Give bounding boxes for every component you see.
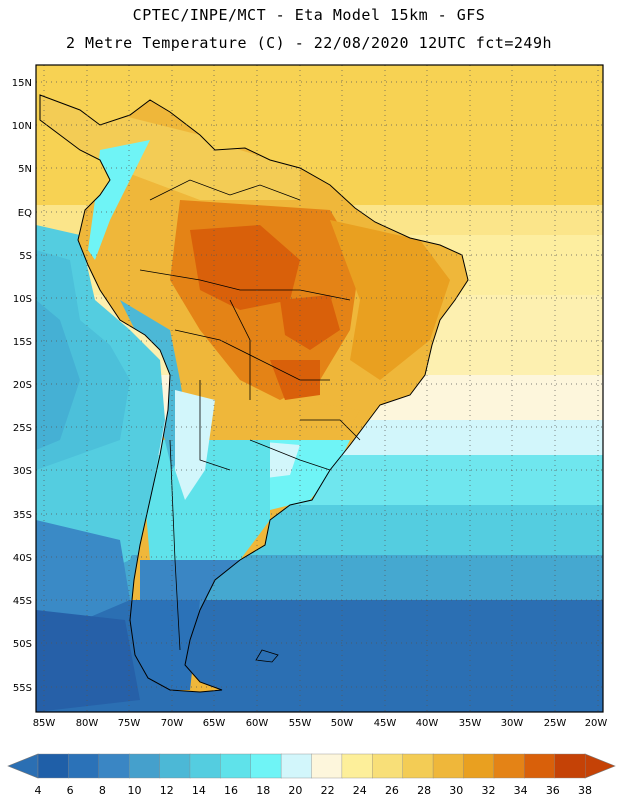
- colorbar-swatch: [68, 753, 100, 779]
- colorbar-label: 32: [481, 784, 495, 797]
- colorbar-label: 6: [67, 784, 74, 797]
- lat-label: 40S: [13, 553, 32, 564]
- lon-label: 30W: [501, 718, 524, 729]
- colorbar-swatch: [311, 753, 343, 779]
- colorbar-label: 34: [514, 784, 528, 797]
- colorbar-swatch: [159, 753, 191, 779]
- colorbar-label: 36: [546, 784, 560, 797]
- colorbar-swatch: [98, 753, 130, 779]
- colorbar-swatch: [250, 753, 282, 779]
- colorbar-swatch: [463, 753, 495, 779]
- lat-label: 15N: [12, 78, 32, 89]
- lat-label: 5S: [19, 251, 32, 262]
- lon-label: 55W: [289, 718, 312, 729]
- lon-label: 20W: [585, 718, 608, 729]
- colorbar-swatch: [189, 753, 222, 779]
- colorbar-swatch: [280, 753, 313, 779]
- lon-label: 50W: [331, 718, 354, 729]
- colorbar-swatch: [372, 753, 404, 779]
- chart-title-line1: CPTEC/INPE/MCT - Eta Model 15km - GFS: [132, 6, 486, 24]
- lon-label: 60W: [246, 718, 269, 729]
- lat-label: 10S: [13, 294, 32, 305]
- lat-label: 30S: [13, 466, 32, 477]
- lat-label: 50S: [13, 639, 32, 650]
- lon-label: 45W: [374, 718, 397, 729]
- colorbar-high-arrow: [584, 753, 616, 779]
- lat-label: 15S: [13, 337, 32, 348]
- latitude-axis: 15N 10N 5N EQ 5S 10S 15S 20S 25S 30S 35S…: [12, 78, 32, 694]
- lon-label: 75W: [118, 718, 141, 729]
- colorbar: 4 6 8 10 12 14 16 18 20 22 24 26 28 30 32 34 36 38: [7, 753, 616, 797]
- lat-label: 25S: [13, 423, 32, 434]
- lon-label: 80W: [76, 718, 99, 729]
- lon-label: 70W: [161, 718, 184, 729]
- lat-label: EQ: [18, 208, 32, 219]
- colorbar-label: 18: [256, 784, 270, 797]
- lon-label: 25W: [544, 718, 567, 729]
- colorbar-label: 4: [35, 784, 42, 797]
- lon-label: 85W: [33, 718, 56, 729]
- lat-label: 45S: [13, 596, 32, 607]
- colorbar-swatch: [554, 753, 586, 779]
- colorbar-label: 30: [449, 784, 463, 797]
- colorbar-label: 26: [385, 784, 399, 797]
- colorbar-label: 10: [128, 784, 142, 797]
- colorbar-label: 12: [160, 784, 174, 797]
- longitude-axis: 85W 80W 75W 70W 65W 60W 55W 50W 45W 40W …: [33, 718, 608, 729]
- colorbar-label: 38: [578, 784, 592, 797]
- lon-label: 35W: [459, 718, 482, 729]
- colorbar-label: 14: [192, 784, 206, 797]
- colorbar-label: 8: [99, 784, 106, 797]
- colorbar-label: 22: [321, 784, 335, 797]
- lat-label: 55S: [13, 683, 32, 694]
- colorbar-swatch: [220, 753, 252, 779]
- lon-label: 65W: [203, 718, 226, 729]
- lat-label: 10N: [12, 121, 32, 132]
- lon-label: 40W: [416, 718, 439, 729]
- colorbar-label: 20: [288, 784, 302, 797]
- lat-label: 5N: [18, 164, 32, 175]
- colorbar-swatch: [524, 753, 556, 779]
- colorbar-swatch: [493, 753, 525, 779]
- colorbar-label: 16: [224, 784, 238, 797]
- colorbar-label: 24: [353, 784, 367, 797]
- colorbar-label: 28: [417, 784, 431, 797]
- colorbar-swatch: [128, 753, 161, 779]
- chart-title-line2: 2 Metre Temperature (C) - 22/08/2020 12U…: [65, 34, 553, 52]
- lat-label: 35S: [13, 510, 32, 521]
- colorbar-swatch: [341, 753, 373, 779]
- colorbar-swatch: [402, 753, 434, 779]
- colorbar-swatch: [37, 753, 70, 779]
- lat-label: 20S: [13, 380, 32, 391]
- colorbar-swatch: [432, 753, 465, 779]
- map-frame: [35, 64, 604, 713]
- colorbar-low-arrow: [7, 753, 39, 779]
